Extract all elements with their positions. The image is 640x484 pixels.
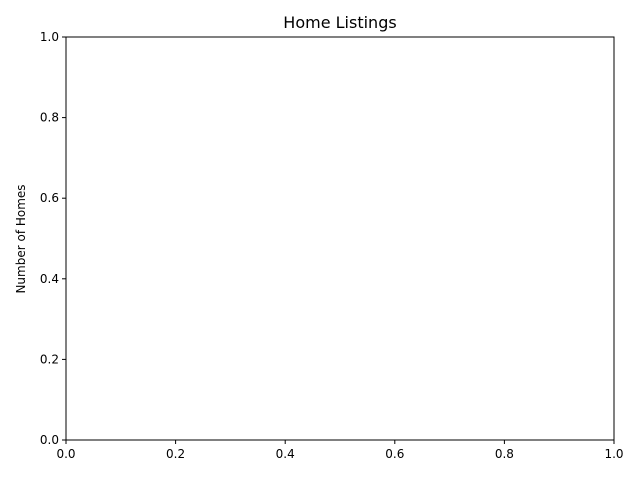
x-tick-label: 0.6 [385, 447, 404, 461]
chart-title: Home Listings [283, 13, 396, 32]
x-tick-label: 0.2 [166, 447, 185, 461]
y-tick-label: 0.2 [40, 352, 59, 366]
x-tick-label: 0.0 [56, 447, 75, 461]
y-axis-ticks: 0.0 0.2 0.4 0.6 0.8 1.0 [40, 30, 66, 447]
x-axis-ticks: 0.0 0.2 0.4 0.6 0.8 1.0 [56, 440, 624, 461]
y-tick-label: 0.8 [40, 111, 59, 125]
y-tick-label: 1.0 [40, 30, 59, 44]
y-tick-label: 0.6 [40, 191, 59, 205]
x-tick-label: 0.8 [495, 447, 514, 461]
x-tick-label: 1.0 [604, 447, 623, 461]
y-axis-label: Number of Homes [14, 184, 28, 293]
x-tick-label: 0.4 [276, 447, 295, 461]
y-tick-label: 0.4 [40, 272, 59, 286]
y-tick-label: 0.0 [40, 433, 59, 447]
plot-area-frame [65, 36, 615, 441]
